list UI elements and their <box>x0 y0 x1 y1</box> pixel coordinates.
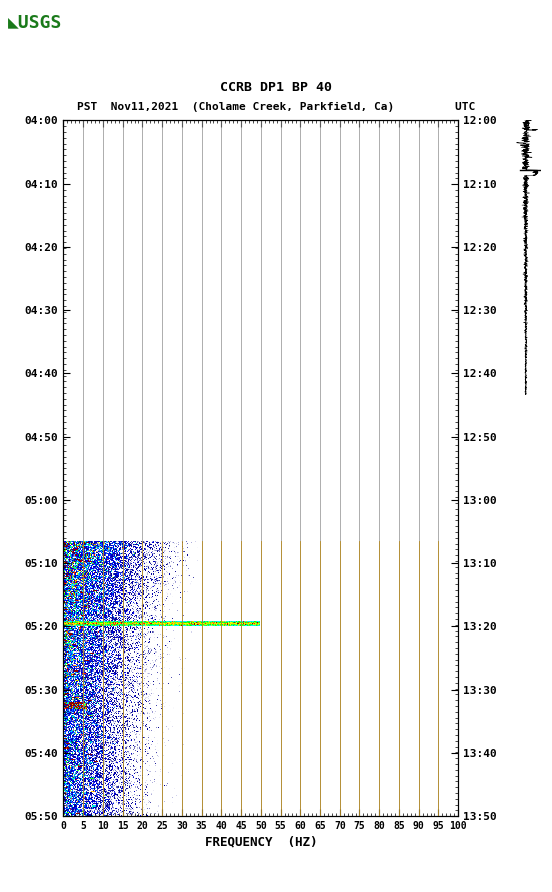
Text: ◣USGS: ◣USGS <box>8 13 63 31</box>
Text: PST  Nov11,2021  (Cholame Creek, Parkfield, Ca)         UTC: PST Nov11,2021 (Cholame Creek, Parkfield… <box>77 102 475 112</box>
Text: CCRB DP1 BP 40: CCRB DP1 BP 40 <box>220 80 332 94</box>
X-axis label: FREQUENCY  (HZ): FREQUENCY (HZ) <box>205 835 317 848</box>
